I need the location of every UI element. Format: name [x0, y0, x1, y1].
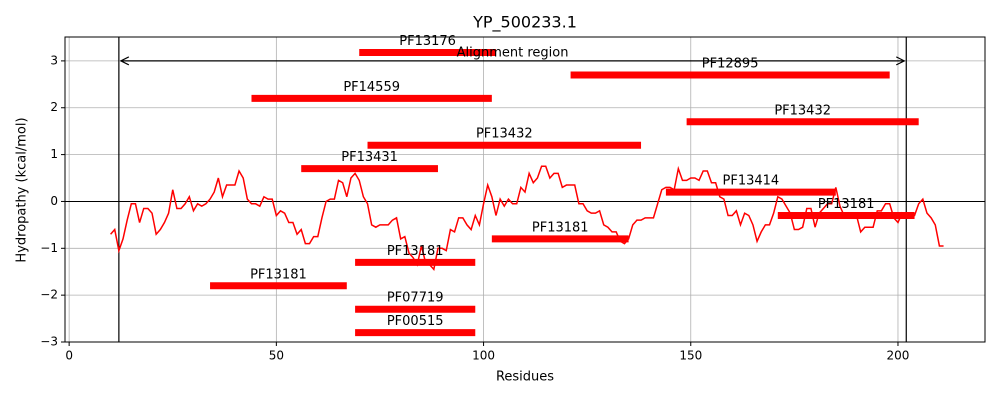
chart-title: YP_500233.1 — [472, 13, 577, 33]
x-tick-label: 0 — [65, 349, 73, 363]
domain-label: PF00515 — [387, 314, 444, 329]
y-tick-label: 2 — [50, 100, 58, 114]
y-tick-label: 1 — [50, 147, 58, 161]
plot-frame — [64, 36, 986, 343]
hydropathy-line — [110, 165, 944, 272]
y-tick-label: −1 — [40, 241, 58, 255]
y-tick-label: −2 — [40, 288, 58, 302]
domain-label: PF13181 — [818, 197, 875, 212]
domain-label: PF07719 — [387, 291, 444, 306]
domain-label: PF14559 — [343, 80, 400, 95]
x-tick-label: 100 — [472, 349, 495, 363]
domain-label: PF13181 — [250, 267, 307, 282]
y-tick-label: −3 — [40, 335, 58, 349]
domain-label: PF13432 — [476, 127, 533, 142]
y-tick-label: 0 — [50, 194, 58, 208]
domain-label: PF13431 — [341, 150, 398, 165]
x-axis-label: Residues — [496, 370, 554, 385]
y-tick-label: 3 — [50, 53, 58, 67]
domain-label: PF12895 — [702, 56, 759, 71]
x-tick-label: 200 — [887, 349, 910, 363]
alignment-label: Alignment region — [457, 45, 569, 60]
domain-label: PF13414 — [723, 174, 780, 189]
domain-label: PF13176 — [399, 34, 456, 49]
domain-label: PF13181 — [387, 244, 444, 259]
x-tick-label: 150 — [679, 349, 702, 363]
y-axis-label: Hydropathy (kcal/mol) — [15, 117, 30, 262]
x-tick-label: 50 — [269, 349, 284, 363]
domain-label: PF13432 — [774, 103, 831, 118]
domain-label: PF13181 — [532, 220, 589, 235]
